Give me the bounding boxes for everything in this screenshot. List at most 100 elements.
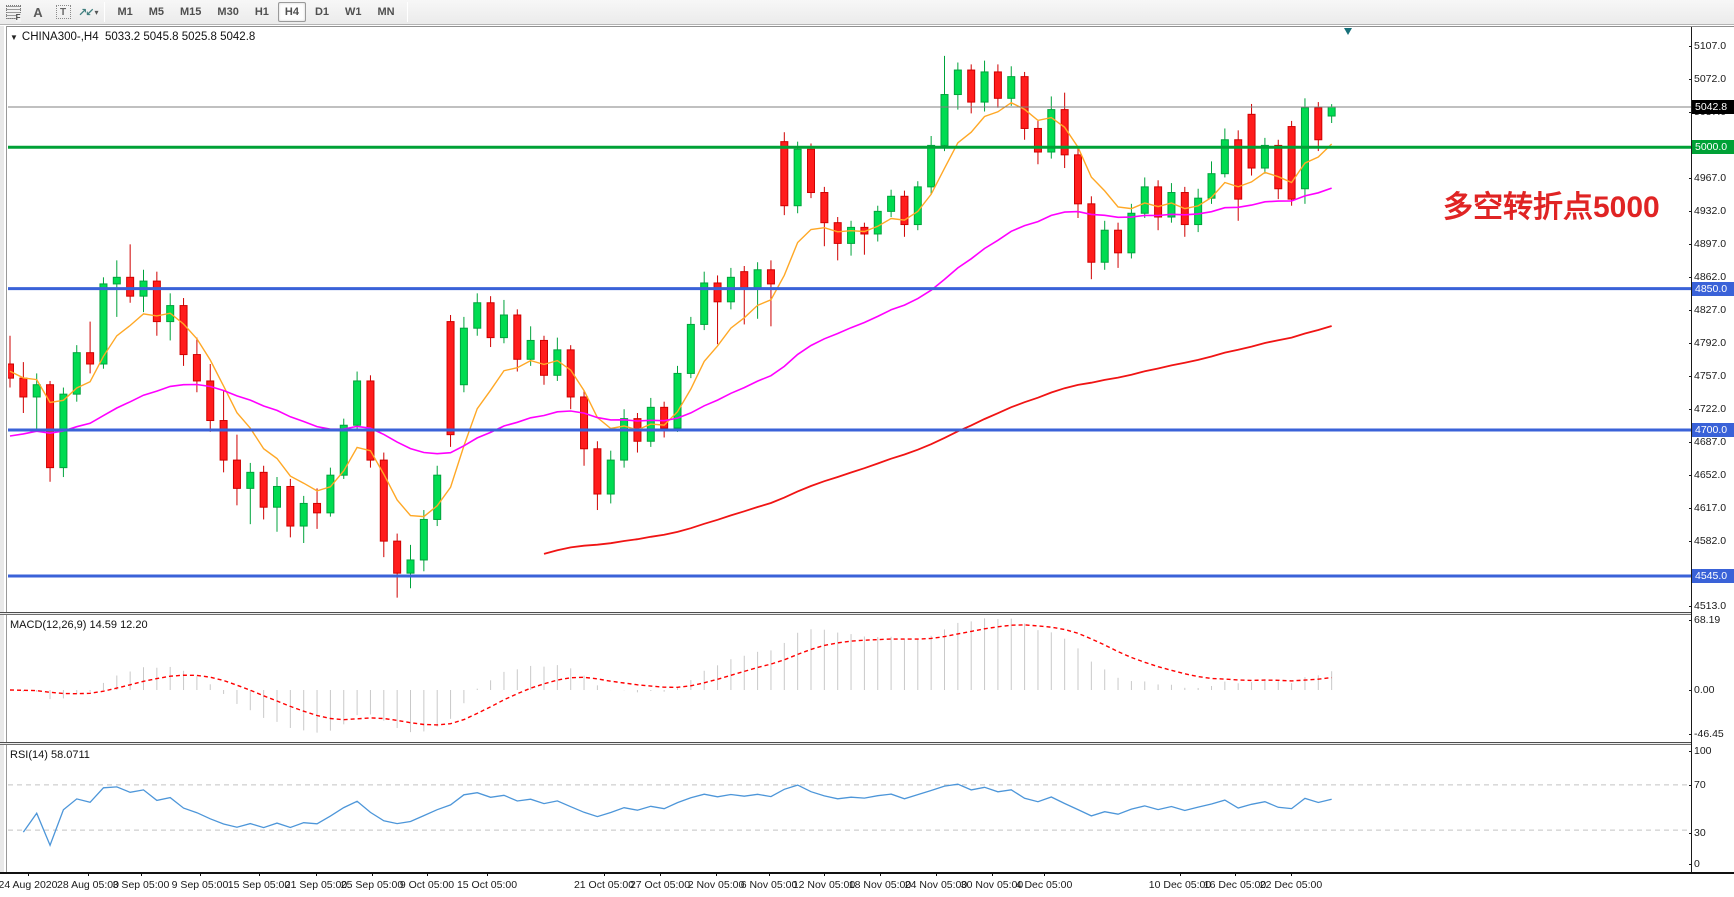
price-axis[interactable]: 5107.05072.05037.04967.04932.04897.04862… — [1688, 27, 1734, 872]
bull-candle — [473, 302, 482, 329]
bear-candle — [446, 321, 455, 436]
bear-candle — [993, 71, 1002, 99]
bear-candle — [179, 305, 188, 356]
timeframe-button-mn[interactable]: MN — [377, 6, 395, 18]
indicator-axis-tick: -46.45 — [1689, 728, 1724, 740]
bull-candle — [246, 471, 255, 489]
macd-values: 14.59 12.20 — [89, 619, 148, 631]
annotate-text-button[interactable]: A — [33, 4, 43, 20]
time-axis-tick — [141, 872, 142, 876]
bull-candle — [940, 94, 949, 146]
bear-candle — [19, 377, 28, 398]
panel-separator[interactable] — [0, 742, 1734, 745]
bear-candle — [1087, 203, 1096, 263]
ohlc-readout: 5033.2 5045.8 5025.8 5042.8 — [105, 31, 256, 43]
rsi-indicator-panel[interactable] — [8, 745, 1691, 872]
timeframe-button-m15[interactable]: M15 — [180, 6, 202, 18]
bull-candle — [673, 372, 682, 429]
timeframe-button-w1[interactable]: W1 — [345, 6, 362, 18]
ma-fast-orange-line — [9, 101, 1333, 518]
bull-candle — [927, 144, 936, 188]
rsi-line — [22, 783, 1332, 847]
timeframe-button-m30[interactable]: M30 — [217, 6, 239, 18]
toolbar-separator — [406, 2, 408, 22]
timeframe-button-m5[interactable]: M5 — [148, 6, 165, 18]
price-axis-tick: 4617.0 — [1688, 502, 1727, 514]
bull-candle — [112, 276, 121, 285]
time-axis-label: 16 Dec 05:00 — [1203, 879, 1267, 891]
price-axis-tick: 4757.0 — [1688, 370, 1727, 382]
time-axis-label: 9 Sep 05:00 — [171, 879, 229, 891]
time-axis-tick — [660, 872, 661, 876]
time-axis-label: 3 Sep 05:00 — [112, 879, 170, 891]
time-axis-label: 30 Nov 05:00 — [960, 879, 1024, 891]
bear-candle — [780, 141, 789, 207]
rsi-values: 58.0711 — [50, 749, 90, 761]
time-axis-label: 28 Aug 05:00 — [57, 879, 119, 891]
bull-candle — [1220, 139, 1229, 175]
chart-grid-icon[interactable]: F — [1, 2, 25, 23]
bear-candle — [286, 485, 295, 527]
bear-candle — [1154, 186, 1163, 218]
bear-candle — [1274, 144, 1283, 190]
price-axis-tick: 4967.0 — [1688, 172, 1727, 184]
time-axis[interactable]: 24 Aug 2020 28 Aug 05:00 3 Sep 05:00 9 Sep … — [0, 872, 1734, 897]
indicator-axis-tick: 0.00 — [1688, 684, 1715, 696]
collapse-triangle-icon[interactable]: ▼ — [10, 33, 18, 42]
time-axis-tick — [769, 872, 770, 876]
bear-candle — [379, 459, 388, 542]
time-axis-tick — [716, 872, 717, 876]
timeframe-button-m1[interactable]: M1 — [117, 6, 133, 18]
bull-candle — [700, 282, 709, 325]
time-axis-label: 6 Nov 05:00 — [740, 879, 798, 891]
timeframe-button-h4[interactable]: H4 — [277, 2, 306, 22]
crosshair-tools-button[interactable]: ↗↙ ▾ — [77, 2, 99, 23]
time-axis-tick — [1044, 872, 1045, 876]
bull-candle — [1100, 229, 1109, 263]
time-axis-tick — [880, 872, 881, 876]
indicator-axis-tick: 68.19 — [1688, 614, 1721, 626]
price-axis-tick: 4862.0 — [1688, 271, 1727, 283]
text-box-button[interactable]: T — [51, 2, 75, 23]
price-axis-tick: 4513.0 — [1688, 600, 1727, 612]
bull-candle — [273, 485, 281, 508]
dropdown-caret-icon: ▾ — [94, 7, 99, 17]
bear-candle — [900, 195, 909, 226]
timeframe-button-h1[interactable]: H1 — [254, 6, 269, 18]
price-axis-label-5000.0: 5000.0 — [1692, 140, 1734, 154]
bear-candle — [766, 269, 775, 285]
toolbar-separator — [104, 2, 106, 22]
bull-candle — [1260, 144, 1269, 169]
candlestick-canvas[interactable] — [8, 27, 1691, 612]
window-frame-border — [0, 26, 1734, 27]
time-axis-label: 21 Sep 05:00 — [284, 879, 348, 891]
time-axis-label: 27 Oct 05:00 — [629, 879, 691, 891]
bull-candle — [353, 380, 362, 426]
timeframe-button-d1[interactable]: D1 — [314, 6, 330, 18]
macd-indicator-panel[interactable] — [8, 615, 1691, 742]
bull-candle — [499, 314, 508, 339]
time-axis-label: 15 Oct 05:00 — [456, 879, 518, 891]
bull-candle — [326, 474, 335, 514]
time-axis-tick — [487, 872, 488, 876]
bear-candle — [1314, 107, 1323, 141]
bear-candle — [219, 420, 228, 461]
time-axis-tick — [28, 872, 29, 876]
bear-candle — [1114, 229, 1123, 254]
bear-candle — [833, 222, 842, 244]
bear-candle — [660, 406, 669, 429]
bear-candle — [152, 280, 161, 323]
panel-separator[interactable] — [0, 612, 1734, 615]
main-price-chart[interactable] — [8, 27, 1691, 612]
bear-candle — [513, 314, 522, 360]
time-axis-tick — [372, 872, 373, 876]
bull-candle — [620, 418, 629, 461]
bull-candle — [72, 352, 81, 395]
chinese-annotation-text[interactable]: 多空转折点5000 — [1443, 191, 1660, 224]
bull-candle — [526, 339, 535, 360]
bear-candle — [820, 192, 829, 224]
macd-canvas — [9, 618, 1333, 733]
price-axis-tick: 4792.0 — [1688, 337, 1727, 349]
bull-candle — [1127, 212, 1136, 254]
bear-candle — [1074, 154, 1082, 205]
